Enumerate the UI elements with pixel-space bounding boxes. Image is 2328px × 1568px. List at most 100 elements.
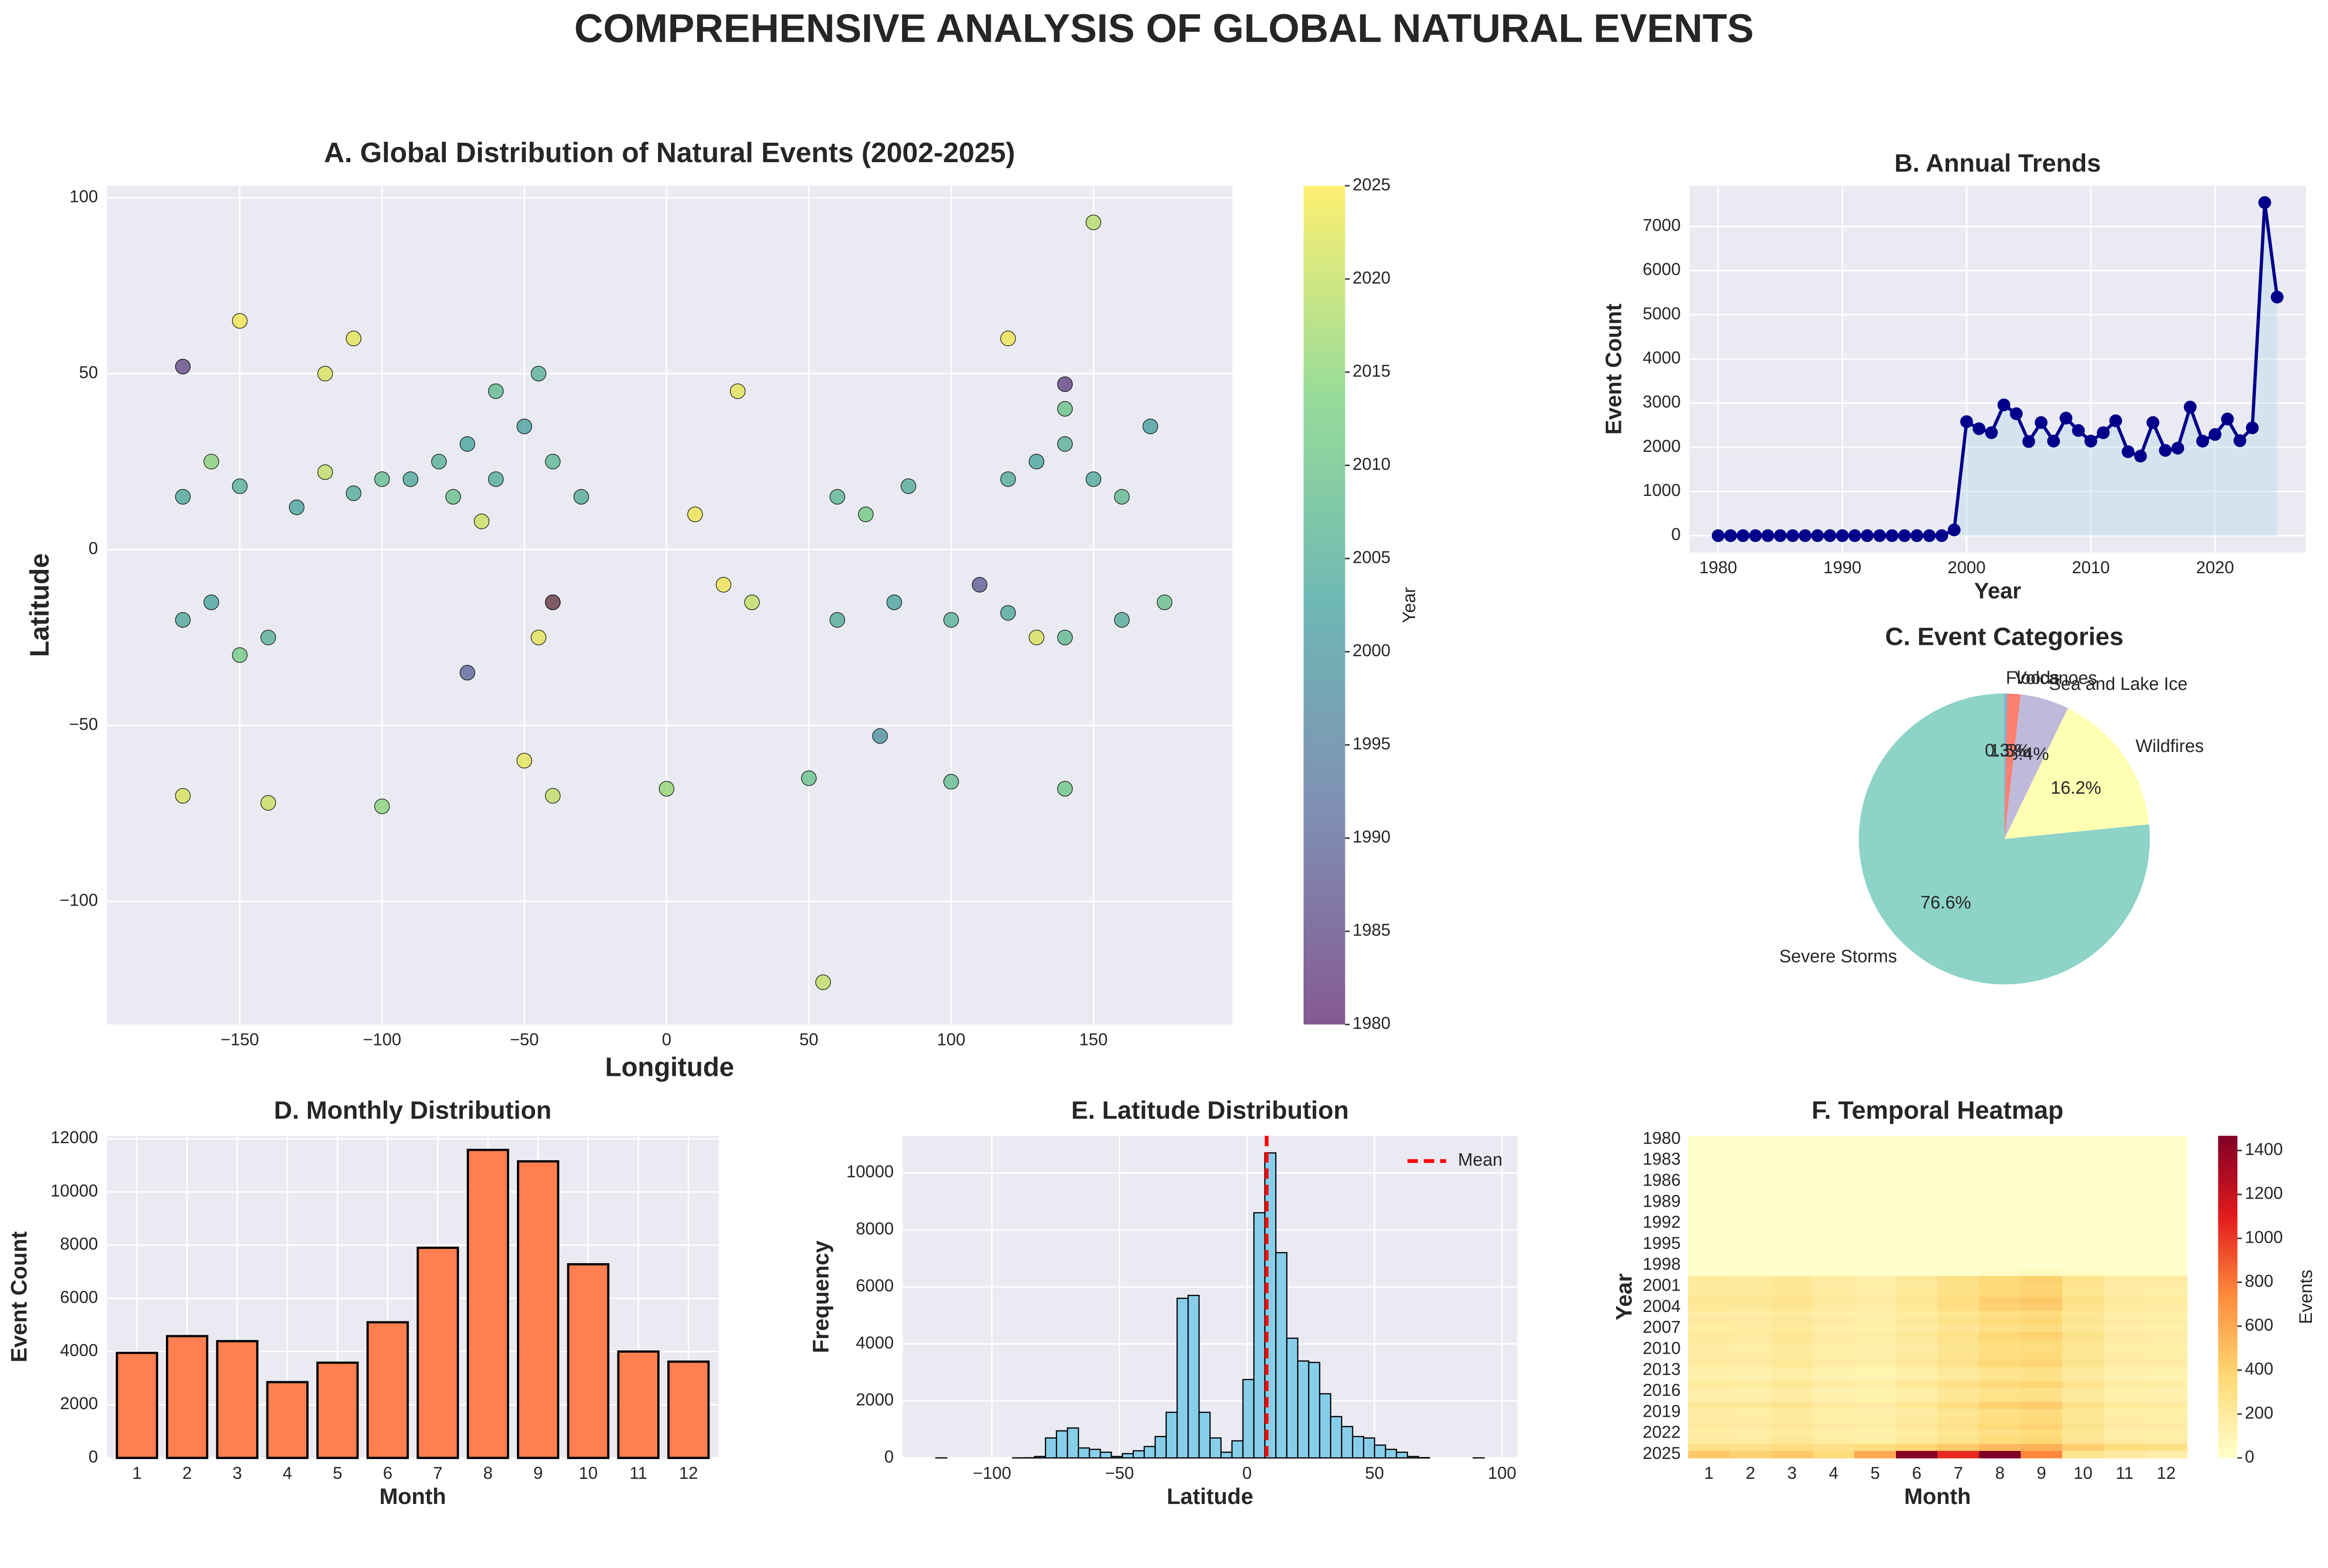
heat-cell — [2020, 1423, 2063, 1430]
heat-cell — [2145, 1444, 2188, 1452]
heat-cell — [1813, 1416, 1855, 1423]
heat-cell — [1771, 1360, 1813, 1367]
heat-cell — [1813, 1241, 1855, 1248]
heat-cell — [1730, 1332, 1772, 1339]
x-tick-label: −100 — [973, 1463, 1011, 1483]
marker — [2196, 434, 2209, 448]
heat-cell — [1979, 1311, 2021, 1319]
marker — [1786, 529, 1799, 542]
heat-cell — [1771, 1444, 1813, 1452]
heat-cell — [1813, 1212, 1855, 1220]
heat-cell — [1979, 1360, 2021, 1367]
marker — [1886, 529, 1899, 542]
heat-cell — [2145, 1283, 2188, 1291]
heat-cell — [2104, 1227, 2146, 1235]
heat-cell — [1896, 1353, 1938, 1361]
heat-cell — [1771, 1143, 1813, 1150]
heat-cell — [1730, 1199, 1772, 1207]
heat-cell — [1813, 1143, 1855, 1150]
x-axis-label: Month — [379, 1484, 446, 1509]
hist-bar — [1363, 1437, 1375, 1459]
event-point — [943, 774, 959, 789]
marker — [2121, 445, 2135, 458]
heat-cell — [1730, 1164, 1772, 1172]
bar — [467, 1148, 509, 1459]
marker — [1749, 529, 1762, 542]
heat-cell — [1979, 1275, 2021, 1284]
heat-cell — [2020, 1332, 2063, 1339]
heat-cell — [2145, 1247, 2188, 1256]
heat-cell — [1813, 1451, 1855, 1458]
event-point — [317, 366, 333, 382]
heat-cell — [1813, 1227, 1855, 1235]
heat-cell — [1937, 1360, 1980, 1367]
heat-cell — [1937, 1220, 1980, 1228]
heat-cell — [1771, 1416, 1813, 1423]
x-tick-label: 2020 — [2196, 558, 2234, 577]
heat-cell — [2104, 1192, 2146, 1200]
heat-cell — [2104, 1206, 2146, 1213]
heat-cell — [1937, 1247, 1980, 1256]
heat-cell — [2145, 1234, 2188, 1241]
heat-cell — [2062, 1311, 2105, 1319]
marker — [2271, 291, 2284, 304]
heat-cell — [2062, 1374, 2105, 1382]
x-tick-label: 8 — [483, 1463, 493, 1483]
heat-cell — [1730, 1247, 1772, 1256]
area — [1718, 202, 2277, 536]
heat-cell — [1730, 1220, 1772, 1228]
heat-cell — [1937, 1156, 1980, 1165]
heat-cell — [2020, 1269, 2063, 1276]
hist-bar — [1056, 1430, 1068, 1459]
marker — [1848, 529, 1861, 542]
heat-cell — [1979, 1381, 2021, 1389]
heat-cell — [2020, 1156, 2063, 1165]
heat-cell — [1937, 1136, 1980, 1144]
heat-cell — [1937, 1184, 1980, 1192]
colorbar-tick-label: 400 — [2245, 1359, 2273, 1378]
event-point — [872, 728, 888, 744]
heat-cell — [2145, 1220, 2188, 1228]
hist-bar — [1198, 1412, 1211, 1459]
heat-cell — [1854, 1409, 1896, 1417]
marker — [2097, 426, 2110, 440]
heat-cell — [1688, 1262, 1730, 1270]
x-tick-label: 9 — [2037, 1463, 2046, 1483]
heat-cell — [2062, 1136, 2105, 1144]
heat-cell — [2104, 1220, 2146, 1228]
y-tick-label: 4000 — [1643, 348, 1681, 367]
heat-cell — [1771, 1199, 1813, 1207]
hist-bar — [1187, 1294, 1200, 1459]
heat-cell — [2062, 1275, 2105, 1284]
heat-cell — [1937, 1451, 1980, 1458]
heat-cell — [1979, 1234, 2021, 1241]
event-point — [1114, 612, 1130, 628]
heat-cell — [1979, 1366, 2021, 1375]
heat-cell — [2104, 1150, 2146, 1157]
y-axis-label: Frequency — [808, 1240, 833, 1353]
heat-cell — [1730, 1381, 1772, 1389]
heat-cell — [2104, 1388, 2146, 1395]
heat-cell — [1937, 1199, 1980, 1207]
heat-cell — [2020, 1402, 2063, 1410]
heat-cell — [2020, 1430, 2063, 1438]
heat-cell — [1688, 1234, 1730, 1241]
heat-cell — [2062, 1269, 2105, 1276]
heat-cell — [1937, 1241, 1980, 1248]
event-point — [460, 436, 475, 452]
heat-cell — [1896, 1269, 1938, 1276]
event-point — [1114, 489, 1130, 504]
x-tick-label: 1 — [132, 1463, 142, 1483]
heat-cell — [2020, 1366, 2063, 1375]
legend-label: Mean — [1458, 1150, 1502, 1170]
heat-cell — [1937, 1283, 1980, 1291]
heat-cell — [1854, 1318, 1896, 1326]
heat-cell — [1771, 1430, 1813, 1438]
y-tick-label: 2010 — [1643, 1338, 1681, 1357]
slice-label: Volcanoes — [2015, 668, 2097, 688]
heat-cell — [1979, 1297, 2021, 1304]
colorbar-tick-label: 1400 — [2245, 1139, 2283, 1159]
heat-cell — [1688, 1311, 1730, 1319]
heat-cell — [1771, 1332, 1813, 1339]
chart-title: C. Event Categories — [1885, 623, 2124, 651]
